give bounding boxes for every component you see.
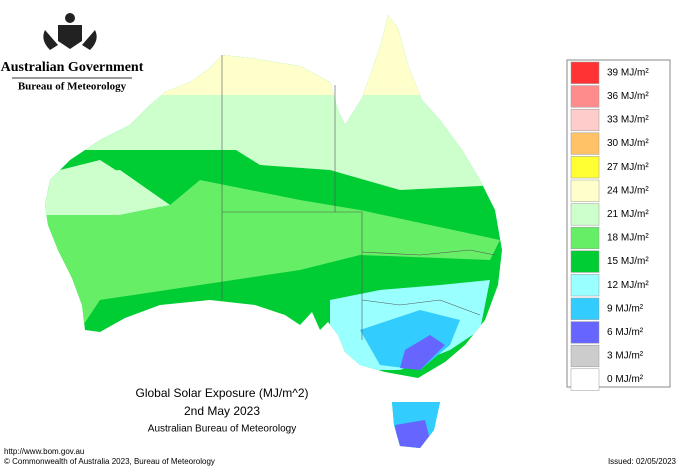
- legend-swatch: [570, 368, 600, 391]
- legend-label: 27 MJ/m²: [607, 162, 649, 173]
- legend-swatch: [570, 297, 600, 320]
- legend-label: 18 MJ/m²: [607, 233, 649, 244]
- agency-name: Australian Government: [1, 60, 144, 75]
- coat-of-arms: [43, 13, 97, 50]
- legend-label: 33 MJ/m²: [607, 115, 649, 126]
- bureau-name: Bureau of Meteorology: [18, 81, 127, 93]
- legend-swatch: [570, 61, 600, 84]
- footer-copyright: © Commonwealth of Australia 2023, Bureau…: [4, 457, 215, 466]
- legend-label: 9 MJ/m²: [607, 303, 644, 314]
- legend-label: 24 MJ/m²: [607, 185, 649, 196]
- legend: 39 MJ/m² 36 MJ/m² 33 MJ/m² 30 MJ/m² 27 MJ/m²…: [570, 61, 649, 391]
- legend-label: 6 MJ/m²: [607, 327, 644, 338]
- map-source: Australian Bureau of Meteorology: [148, 424, 296, 435]
- legend-swatch: [570, 321, 600, 344]
- legend-label: 12 MJ/m²: [607, 280, 649, 291]
- legend-swatch: [570, 203, 600, 226]
- legend-label: 36 MJ/m²: [607, 91, 649, 102]
- footer-url: http://www.bom.gov.au: [4, 447, 84, 456]
- legend-swatch: [570, 156, 600, 179]
- legend-swatch: [570, 85, 600, 108]
- legend-swatch: [570, 132, 600, 155]
- legend-swatch: [570, 226, 600, 250]
- legend-swatch: [570, 179, 600, 202]
- map-date: 2nd May 2023: [184, 404, 260, 418]
- legend-label: 3 MJ/m²: [607, 351, 644, 362]
- legend-label: 39 MJ/m²: [607, 67, 649, 78]
- legend-label: 0 MJ/m²: [607, 374, 644, 385]
- footer-issued: Issued: 02/05/2023: [608, 457, 677, 466]
- legend-swatch: [570, 344, 600, 368]
- legend-label: 30 MJ/m²: [607, 138, 649, 149]
- legend-swatch: [570, 108, 600, 132]
- state-borders: [221, 55, 496, 340]
- legend-label: 15 MJ/m²: [607, 256, 649, 267]
- legend-swatch: [570, 274, 600, 297]
- legend-swatch: [570, 250, 600, 273]
- legend-label: 21 MJ/m²: [607, 209, 649, 220]
- map-title: Global Solar Exposure (MJ/m^2): [135, 386, 308, 400]
